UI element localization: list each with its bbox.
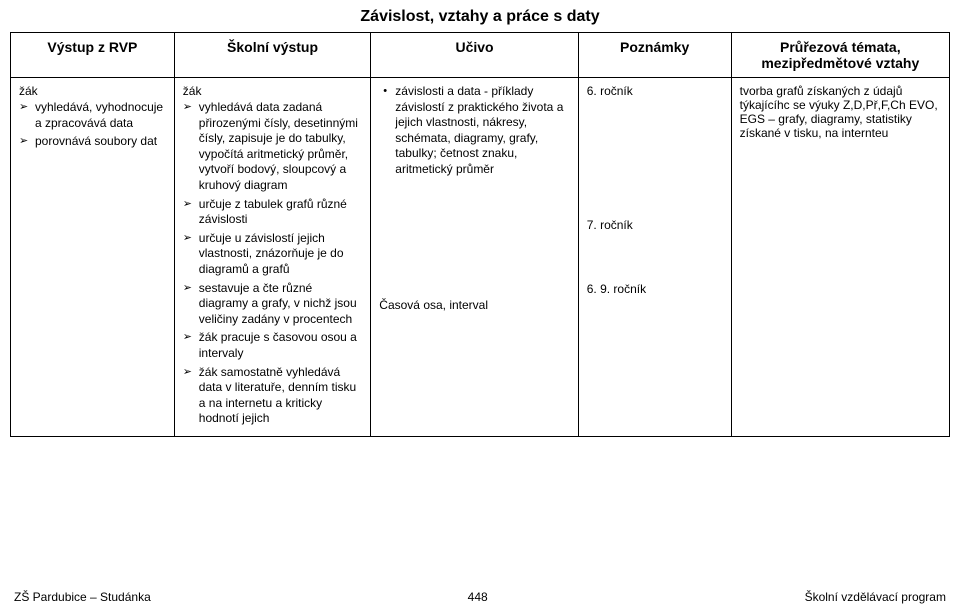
col-header-skolni: Školní výstup — [174, 33, 371, 78]
list-item: žák pracuje s časovou osou a intervaly — [183, 330, 363, 361]
rvp-list: vyhledává, vyhodnocuje a zpracovává data… — [19, 100, 166, 150]
table-row: žák vyhledává, vyhodnocuje a zpracovává … — [11, 78, 950, 437]
list-item: sestavuje a čte různé diagramy a grafy, … — [183, 281, 363, 328]
list-item: závislosti a data - příklady závislostí … — [379, 84, 569, 178]
footer-center: 448 — [468, 590, 488, 604]
cell-skolni: žák vyhledává data zadaná přirozenými čí… — [174, 78, 371, 437]
curriculum-table: Výstup z RVP Školní výstup Učivo Poznámk… — [10, 32, 950, 437]
page-title: Závislost, vztahy a práce s daty — [0, 0, 960, 32]
ucivo-lower: Časová osa, interval — [379, 298, 569, 312]
ucivo-list: závislosti a data - příklady závislostí … — [379, 84, 569, 178]
list-item: vyhledává data zadaná přirozenými čísly,… — [183, 100, 363, 194]
footer-right: Školní vzdělávací program — [805, 590, 946, 604]
col-header-rvp: Výstup z RVP — [11, 33, 175, 78]
list-item: vyhledává, vyhodnocuje a zpracovává data — [19, 100, 166, 131]
col-header-ucivo: Učivo — [371, 33, 578, 78]
skolni-lead: žák — [183, 84, 363, 98]
list-item: porovnává soubory dat — [19, 134, 166, 150]
rvp-lead: žák — [19, 84, 166, 98]
list-item: určuje u závislostí jejich vlastnosti, z… — [183, 231, 363, 278]
list-item: žák samostatně vyhledává data v literatu… — [183, 365, 363, 427]
col-header-poznamky: Poznámky — [578, 33, 731, 78]
page-footer: ZŠ Pardubice – Studánka 448 Školní vzděl… — [0, 590, 960, 604]
poznamky-3: 6. 9. ročník — [587, 282, 723, 296]
footer-left: ZŠ Pardubice – Studánka — [14, 590, 151, 604]
list-item: určuje z tabulek grafů různé závislosti — [183, 197, 363, 228]
cell-rvp: žák vyhledává, vyhodnocuje a zpracovává … — [11, 78, 175, 437]
col-header-prurez: Průřezová témata, mezipředmětové vztahy — [731, 33, 949, 78]
poznamky-1: 6. ročník — [587, 84, 723, 98]
prurez-text: tvorba grafů získaných z údajů týkajícíh… — [740, 84, 941, 140]
poznamky-2: 7. ročník — [587, 218, 723, 232]
cell-ucivo: závislosti a data - příklady závislostí … — [371, 78, 578, 437]
skolni-list: vyhledává data zadaná přirozenými čísly,… — [183, 100, 363, 427]
cell-prurez: tvorba grafů získaných z údajů týkajícíh… — [731, 78, 949, 437]
cell-poznamky: 6. ročník 7. ročník 6. 9. ročník — [578, 78, 731, 437]
table-header-row: Výstup z RVP Školní výstup Učivo Poznámk… — [11, 33, 950, 78]
